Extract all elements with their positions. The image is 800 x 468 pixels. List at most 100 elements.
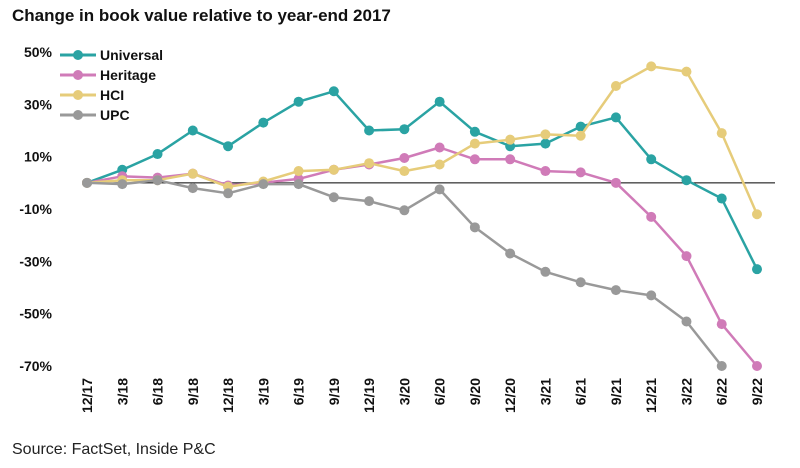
chart-title: Change in book value relative to year-en… xyxy=(12,6,391,25)
x-tick-label: 3/21 xyxy=(537,378,553,405)
data-point-heritage xyxy=(716,319,727,330)
data-point-hci xyxy=(399,166,410,177)
legend-swatch-marker-upc xyxy=(73,110,83,120)
x-tick-label: 3/19 xyxy=(255,378,271,405)
y-tick-label: -50% xyxy=(19,306,52,322)
data-point-universal xyxy=(364,125,375,136)
data-point-upc xyxy=(223,188,234,199)
data-point-universal xyxy=(152,149,163,160)
data-point-heritage xyxy=(610,177,621,188)
data-point-heritage xyxy=(681,251,692,262)
data-point-heritage xyxy=(752,361,762,371)
x-tick-label: 9/18 xyxy=(185,378,201,405)
data-point-upc xyxy=(505,248,516,259)
y-tick-label: 30% xyxy=(24,96,53,112)
data-point-upc xyxy=(399,205,410,216)
data-point-hci xyxy=(505,134,516,145)
data-point-upc xyxy=(82,177,92,188)
data-point-hci xyxy=(469,138,480,149)
data-point-upc xyxy=(575,277,586,288)
x-tick-label: 12/17 xyxy=(79,378,95,413)
x-tick-label: 3/22 xyxy=(678,378,694,405)
y-tick-label: 10% xyxy=(24,149,53,165)
data-point-hci xyxy=(610,81,621,92)
data-point-upc xyxy=(117,179,128,190)
x-tick-label: 6/19 xyxy=(291,378,307,405)
data-point-universal xyxy=(399,124,410,135)
legend-label-heritage: Heritage xyxy=(100,67,156,83)
data-point-heritage xyxy=(399,152,410,163)
data-point-hci xyxy=(752,209,762,220)
data-point-hci xyxy=(328,164,339,175)
series-line-universal xyxy=(86,90,759,270)
data-point-heritage xyxy=(575,167,586,178)
data-point-heritage xyxy=(469,154,480,165)
data-point-universal xyxy=(293,96,304,107)
x-tick-label: 3/18 xyxy=(114,378,130,405)
data-point-universal xyxy=(258,117,269,128)
data-point-hci xyxy=(364,158,375,169)
x-tick-label: 3/20 xyxy=(396,378,412,405)
x-tick-label: 12/18 xyxy=(220,378,236,413)
data-point-heritage xyxy=(540,166,551,177)
x-tick-label: 12/19 xyxy=(361,378,377,413)
data-point-upc xyxy=(328,192,339,203)
data-point-hci xyxy=(187,168,198,179)
x-tick-label: 6/21 xyxy=(573,378,589,405)
x-tick-label: 9/20 xyxy=(467,378,483,405)
data-point-upc xyxy=(258,179,269,190)
data-point-upc xyxy=(540,266,551,277)
data-point-universal xyxy=(610,112,621,123)
data-point-heritage xyxy=(646,211,657,222)
data-point-upc xyxy=(293,179,304,190)
data-point-hci xyxy=(681,66,692,77)
legend-label-hci: HCI xyxy=(100,87,124,103)
data-point-heritage xyxy=(505,154,516,165)
data-point-universal xyxy=(434,96,445,107)
x-tick-label: 9/19 xyxy=(326,378,342,405)
data-point-hci xyxy=(575,130,586,141)
x-tick-label: 6/20 xyxy=(432,378,448,405)
source-note: Source: FactSet, Inside P&C xyxy=(12,441,216,458)
x-tick-label: 12/21 xyxy=(643,378,659,413)
data-point-upc xyxy=(646,290,657,301)
x-tick-label: 9/22 xyxy=(749,378,765,405)
data-point-upc xyxy=(469,222,480,233)
data-point-universal xyxy=(716,193,727,204)
data-point-universal xyxy=(752,264,762,275)
data-point-universal xyxy=(575,121,586,132)
series-line-hci xyxy=(86,65,759,215)
data-point-upc xyxy=(681,316,692,327)
data-point-hci xyxy=(646,61,657,72)
data-point-upc xyxy=(610,285,621,296)
legend-label-upc: UPC xyxy=(100,107,130,123)
y-tick-label: 50% xyxy=(24,44,53,60)
data-point-universal xyxy=(681,175,692,186)
data-point-universal xyxy=(328,86,339,97)
data-point-upc xyxy=(364,196,375,207)
x-tick-label: 6/22 xyxy=(714,378,730,405)
data-point-universal xyxy=(187,125,198,136)
data-point-hci xyxy=(716,128,727,139)
data-point-heritage xyxy=(434,142,445,153)
y-tick-label: -30% xyxy=(19,253,52,269)
data-point-universal xyxy=(469,126,480,137)
data-point-upc xyxy=(152,175,163,186)
y-tick-label: -70% xyxy=(19,358,52,374)
data-point-hci xyxy=(540,129,551,140)
data-point-upc xyxy=(716,361,727,371)
data-point-upc xyxy=(434,184,445,195)
data-point-universal xyxy=(646,154,657,165)
legend-label-universal: Universal xyxy=(100,47,163,63)
series-line-heritage xyxy=(86,146,758,367)
legend-swatch-marker-universal xyxy=(73,50,83,60)
data-point-universal xyxy=(540,138,551,149)
data-point-hci xyxy=(293,166,304,177)
x-tick-label: 9/21 xyxy=(608,378,624,405)
data-point-hci xyxy=(434,159,445,170)
legend-swatch-marker-heritage xyxy=(73,70,83,80)
y-tick-label: -10% xyxy=(19,201,52,217)
legend-swatch-marker-hci xyxy=(73,90,83,100)
data-point-universal xyxy=(223,141,234,152)
